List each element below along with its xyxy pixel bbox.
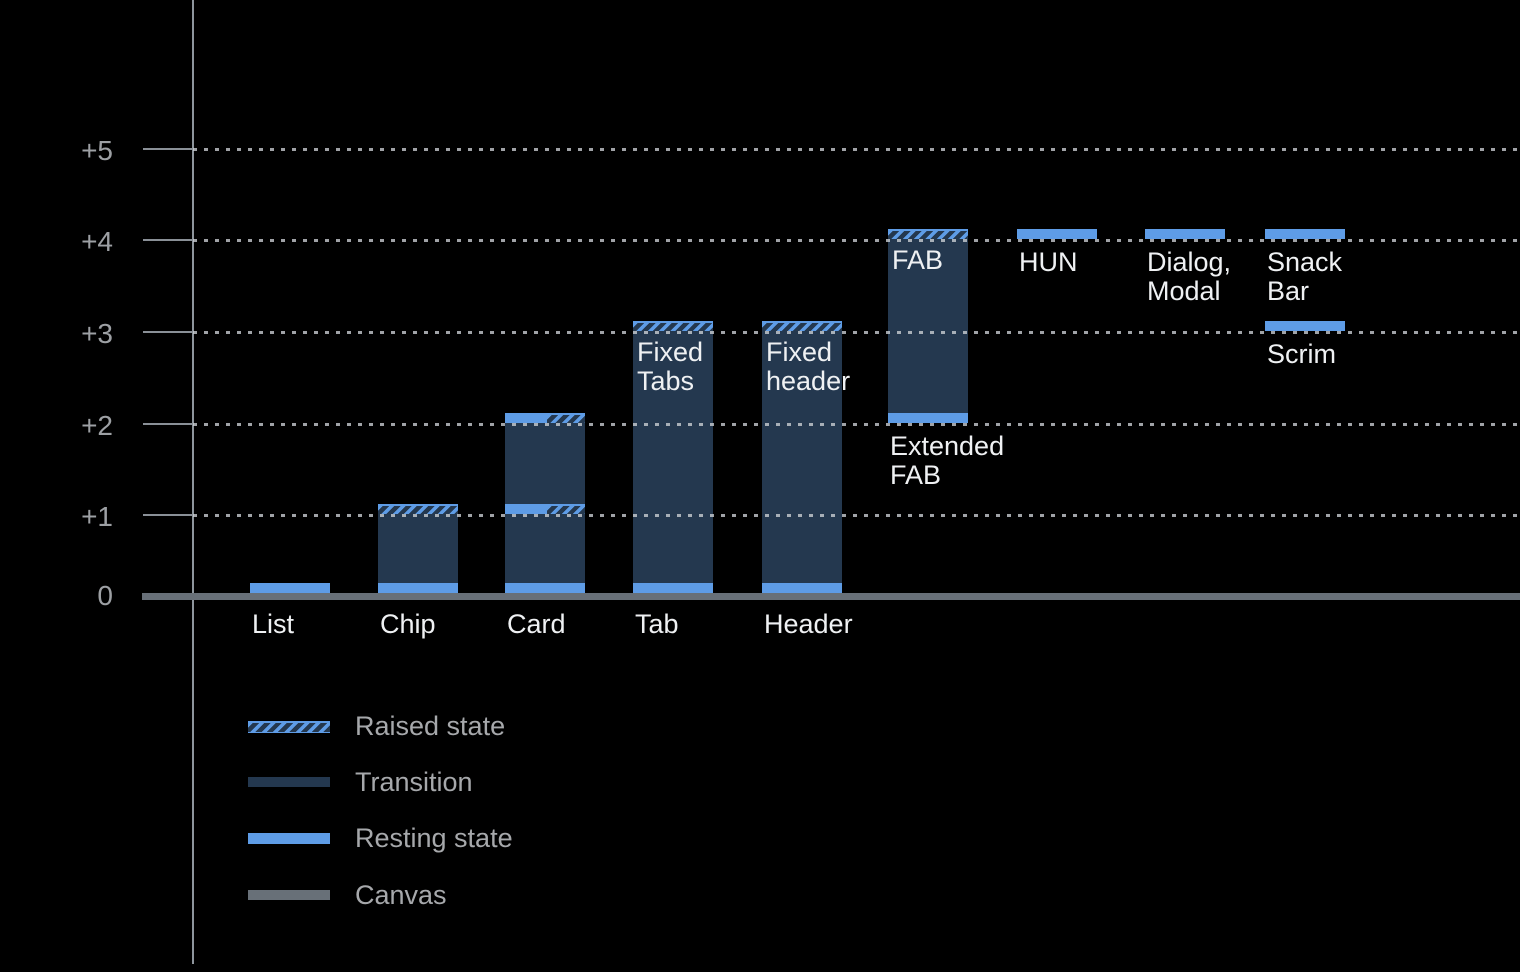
legend-swatch-transition — [248, 777, 330, 787]
dialog-modal-resting-band — [1145, 229, 1225, 239]
inner-label-tab: Fixed Tabs — [637, 337, 704, 396]
snack-bar-resting-band — [1265, 229, 1345, 239]
inner-label-fab: FAB — [892, 245, 944, 275]
card-raised-half — [546, 413, 585, 423]
card-resting-raised-band-level-1 — [505, 504, 585, 514]
fab-resting-band — [888, 413, 968, 423]
canvas-baseline-line — [142, 593, 1520, 600]
bar-card — [505, 413, 585, 593]
chip-raised-band — [378, 504, 458, 514]
axis-label-plus-2: +2 — [81, 410, 113, 441]
card-resting-half — [505, 504, 547, 514]
card-raised-half — [546, 504, 585, 514]
card-transition-band — [505, 423, 585, 504]
axis-label-plus-5: +5 — [81, 135, 113, 166]
fab-raised-band — [888, 229, 968, 239]
axis-label-plus-3: +3 — [81, 318, 113, 349]
bar-dialog-modal — [1145, 229, 1225, 239]
legend-label-raised: Raised state — [355, 711, 506, 741]
bar-fab — [888, 229, 968, 423]
card-resting-raised-band-level-2 — [505, 413, 585, 423]
legend-label-canvas: Canvas — [355, 880, 447, 910]
legend-swatch-raised — [248, 721, 330, 733]
header-raised-band — [762, 321, 842, 331]
tick-level-3 — [143, 331, 193, 333]
axis-label-plus-4: +4 — [81, 226, 113, 257]
below-label-dialog-modal: Dialog, Modal — [1147, 247, 1232, 306]
tick-level-5 — [143, 148, 193, 150]
axis-label-plus-1: +1 — [81, 501, 113, 532]
bar-hun — [1017, 229, 1097, 239]
chip-resting-band — [378, 583, 458, 593]
tab-raised-band — [633, 321, 713, 331]
scrim-resting-band — [1265, 321, 1345, 331]
y-axis-line — [192, 0, 194, 964]
gridline-level-3 — [193, 331, 1520, 334]
below-label-hun: HUN — [1019, 247, 1078, 277]
gridline-level-4 — [193, 239, 1520, 242]
label-list: List — [252, 609, 295, 639]
bar-scrim — [1265, 321, 1345, 331]
axis-label-0: 0 — [97, 580, 113, 611]
tick-level-1 — [143, 514, 193, 516]
chip-transition-band — [378, 514, 458, 583]
header-resting-band — [762, 583, 842, 593]
label-header: Header — [764, 609, 853, 639]
below-label-fab: Extended FAB — [890, 431, 1005, 490]
tick-level-2 — [143, 423, 193, 425]
legend-label-transition: Transition — [355, 767, 473, 797]
bar-header — [762, 321, 842, 593]
bar-snack-bar — [1265, 229, 1345, 239]
below-label-snack-bar: Snack Bar — [1267, 247, 1343, 306]
card-resting-band — [505, 583, 585, 593]
inner-label-header: Fixed header — [766, 337, 851, 396]
tick-level-4 — [143, 239, 193, 241]
tab-resting-band — [633, 583, 713, 593]
bar-chip — [378, 504, 458, 593]
hun-resting-band — [1017, 229, 1097, 239]
legend-label-resting: Resting state — [355, 823, 513, 853]
label-chip: Chip — [380, 609, 436, 639]
gridline-level-5 — [193, 148, 1520, 151]
bar-tab — [633, 321, 713, 593]
fab-transition-band — [888, 239, 968, 413]
card-transition-band — [505, 514, 585, 583]
legend-swatch-canvas — [248, 890, 330, 900]
tab-transition-band — [633, 331, 713, 583]
label-tab: Tab — [635, 609, 679, 639]
header-transition-band — [762, 331, 842, 583]
gridline-level-2 — [193, 423, 1520, 426]
label-card: Card — [507, 609, 566, 639]
gridline-level-1 — [193, 514, 1520, 517]
legend-swatch-resting — [248, 833, 330, 844]
card-resting-half — [505, 413, 547, 423]
bar-list — [250, 583, 330, 593]
list-resting-band — [250, 583, 330, 593]
below-label-scrim: Scrim — [1267, 339, 1336, 369]
